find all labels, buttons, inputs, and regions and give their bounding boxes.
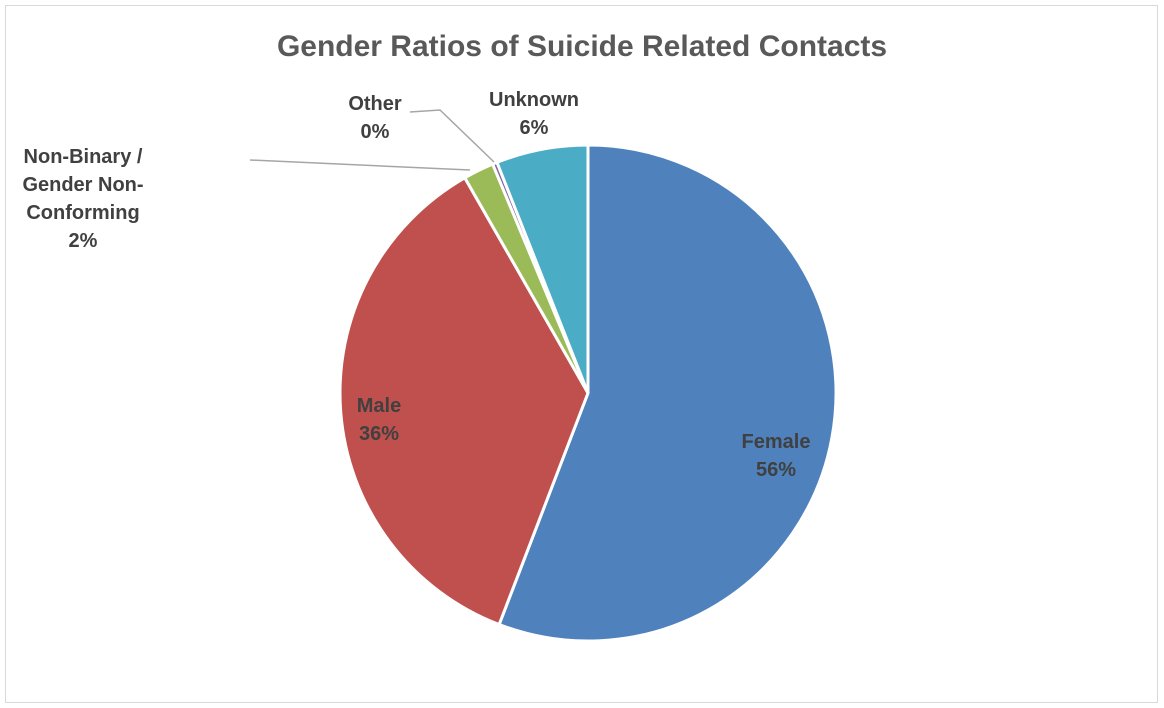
leader-line-other bbox=[410, 110, 494, 162]
leader-line-non-binary-gender-non-conforming bbox=[250, 160, 470, 170]
data-label-non-binary-gender-non-conforming: Non-Binary / Gender Non-Conforming 2% bbox=[22, 146, 143, 252]
data-label-unknown: Unknown 6% bbox=[489, 89, 579, 139]
data-label-other: Other 0% bbox=[348, 93, 402, 143]
